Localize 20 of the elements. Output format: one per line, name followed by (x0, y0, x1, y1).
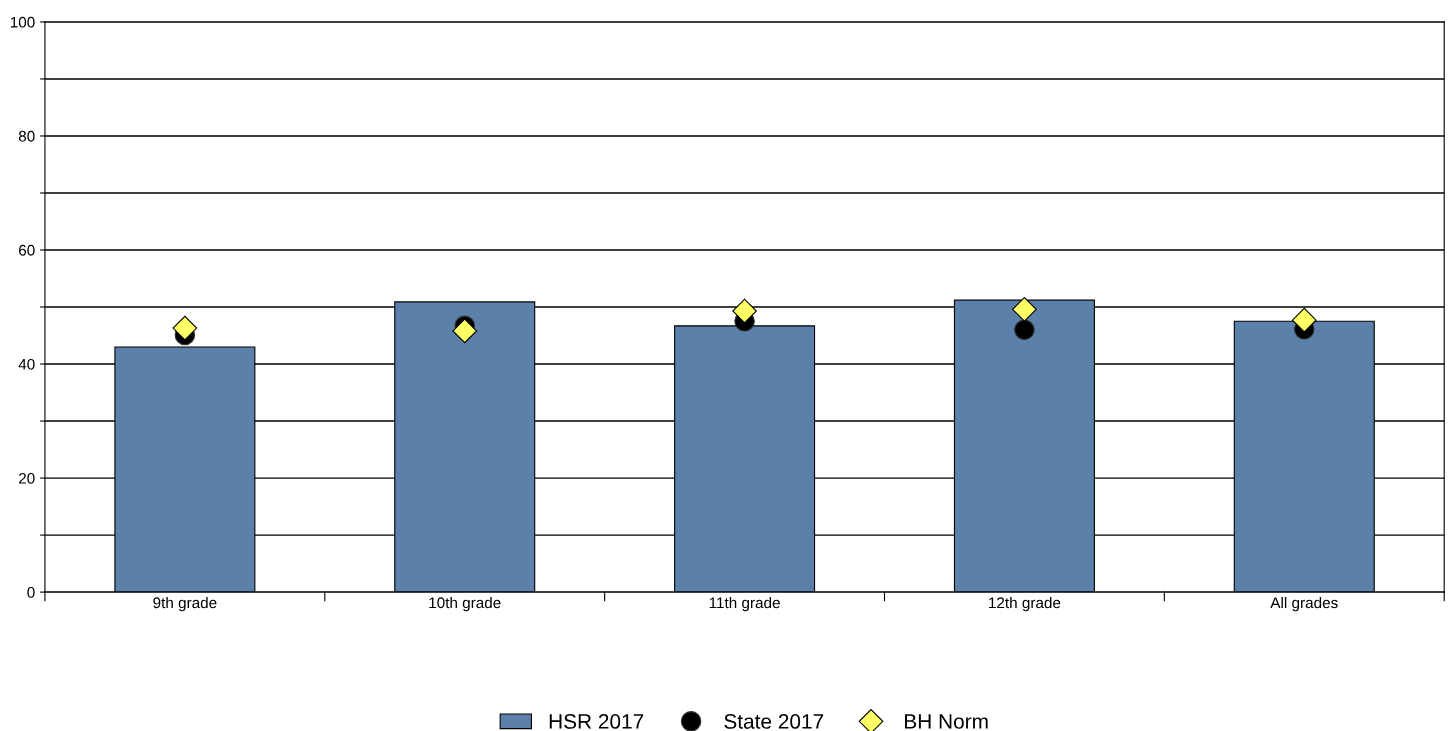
y-tick-label: 100 (10, 16, 35, 28)
y-tick-label: 60 (19, 244, 35, 256)
point (1014, 319, 1035, 341)
y-tick-label: 20 (19, 472, 35, 484)
y-tick-label: 80 (18, 130, 35, 142)
y-tick-label: 40 (18, 358, 35, 370)
legend-label: State 2017 (724, 714, 824, 729)
y-tick-label: 0 (27, 586, 35, 598)
x-tick-label: 10th grade (429, 596, 501, 612)
x-tick-label: 9th grade (153, 596, 217, 612)
x-tick-label: 12th grade (989, 596, 1061, 612)
x-tick-label: 11th grade (709, 596, 780, 612)
point (732, 298, 757, 324)
legend-label: BH Norm (905, 714, 988, 729)
point (1012, 296, 1037, 322)
point (1291, 307, 1317, 333)
x-tick-label: All grades (1270, 596, 1338, 612)
legend-label: HSR 2017 (549, 714, 644, 729)
point (172, 315, 198, 341)
point (452, 318, 478, 344)
